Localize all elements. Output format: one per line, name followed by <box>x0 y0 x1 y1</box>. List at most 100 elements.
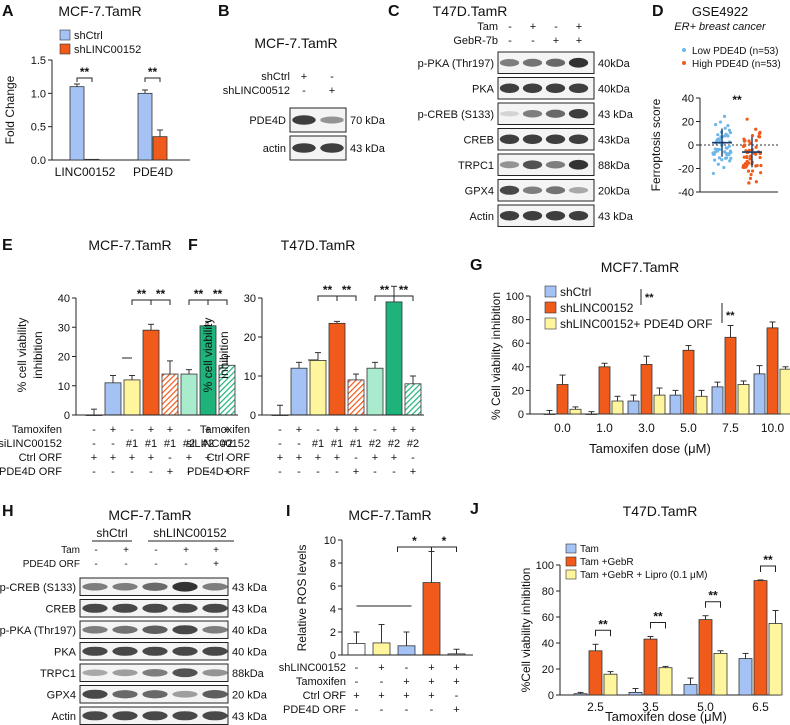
blot-band-name: TRPC1 <box>458 160 494 172</box>
condition-sign: + <box>353 424 359 436</box>
blot-band-name: CREB <box>463 134 494 146</box>
panel-g-ytick-label: 40 <box>512 362 524 374</box>
group-label: shLINC00152 <box>153 526 227 540</box>
legend-label: shCtrl <box>560 285 591 299</box>
blot-band <box>112 690 138 699</box>
panel-f-ylabel-2: inhibition <box>217 331 231 378</box>
condition-sign: - <box>411 452 415 464</box>
condition-sign: - <box>430 704 434 716</box>
condition-sign: #2 <box>369 438 381 450</box>
sig-bracket <box>76 77 93 82</box>
sig-bracket-label: * <box>442 534 447 548</box>
panel-a-ytick-label: 1.0 <box>31 88 46 100</box>
scatter-point <box>716 162 720 166</box>
condition-sign: - <box>94 545 97 556</box>
panel-j-title: T47D.TamR <box>623 503 698 519</box>
blot-band <box>522 83 543 93</box>
bar <box>695 395 708 415</box>
blot-band <box>172 690 198 698</box>
condition-sign: + <box>296 452 302 464</box>
panel-j-ylabel: %Cell viability inhibition <box>519 568 533 693</box>
bar <box>372 642 391 656</box>
condition-sign: - <box>124 559 127 570</box>
legend-label: shLINC00152 <box>74 44 141 56</box>
panel-label: I <box>286 503 290 520</box>
condition-sign: + <box>224 424 230 436</box>
blot-band <box>522 58 543 67</box>
condition-label: shCtrl <box>261 71 290 83</box>
condition-sign: - <box>278 438 282 450</box>
blot-band <box>112 603 138 613</box>
scatter-point <box>757 132 762 136</box>
panel-c-title: T47D.TamR <box>433 3 508 19</box>
condition-sign: - <box>392 466 396 478</box>
legend-swatch <box>565 556 577 567</box>
legend-label: shLINC00152+ PDE4D ORF <box>560 317 712 331</box>
bar <box>768 623 783 696</box>
condition-sign: + <box>403 690 409 702</box>
condition-sign: + <box>410 424 416 436</box>
bar <box>585 413 598 415</box>
condition-sign: + <box>453 662 459 674</box>
bar <box>104 382 122 416</box>
scatter-point <box>754 138 758 143</box>
condition-sign: #1 <box>331 438 343 450</box>
condition-sign: + <box>277 452 283 464</box>
condition-sign: #2 <box>407 438 419 450</box>
panel-d-ytick-label: 0 <box>688 140 694 152</box>
condition-sign: #1 <box>350 438 362 450</box>
blot-band <box>142 582 168 591</box>
condition-sign: - <box>278 424 282 436</box>
blot-band <box>568 57 589 68</box>
bar <box>556 384 569 415</box>
condition-sign: - <box>187 424 191 436</box>
sig-bracket-label: ** <box>598 617 608 631</box>
sig-bracket <box>150 299 171 305</box>
condition-sign: + <box>576 35 582 47</box>
condition-sign: - <box>531 35 535 47</box>
condition-sign: + <box>183 545 189 556</box>
condition-sign: - <box>149 466 153 478</box>
legend-swatch <box>565 569 577 580</box>
sig-bracket <box>595 629 611 637</box>
x-category-label: 7.5 <box>722 421 739 435</box>
blot-band <box>522 134 543 144</box>
panel-j-xlabel: Tamoxifen dose (μM) <box>605 709 727 724</box>
scatter-point <box>727 144 731 148</box>
condition-sign: + <box>353 690 359 702</box>
panel-b-title: MCF-7.TamR <box>254 35 337 51</box>
condition-sign: + <box>315 452 321 464</box>
bar <box>161 373 179 416</box>
condition-sign: - <box>187 466 191 478</box>
scatter-point <box>748 157 752 161</box>
legend-label: Tam +GebR + Lipro (0.1 μM) <box>580 570 707 581</box>
condition-sign: + <box>123 545 129 556</box>
blot-band <box>522 160 543 170</box>
panel-f-ytick-label: 20 <box>244 332 256 344</box>
condition-sign: + <box>186 452 192 464</box>
blot-band-name: CREB <box>45 603 76 615</box>
panel-h-title: MCF-7.TamR <box>108 507 191 523</box>
panel-g-ytick-label: 80 <box>512 315 524 327</box>
condition-sign: + <box>391 452 397 464</box>
legend-swatch <box>565 543 577 554</box>
panel-label: B <box>218 3 230 20</box>
scatter-point <box>720 158 724 162</box>
bar <box>653 394 666 415</box>
sig-bracket-label: ** <box>80 65 90 79</box>
scatter-point <box>758 171 763 175</box>
bar <box>123 379 141 416</box>
scatter-point <box>742 139 747 143</box>
scatter-point <box>724 132 728 136</box>
blot-band <box>522 109 543 118</box>
bar <box>404 383 422 416</box>
bar <box>588 650 603 696</box>
x-category-label: 5.0 <box>697 700 714 714</box>
blot-band-kda: 88kDa <box>232 668 265 680</box>
panel-f-title: T47D.TamR <box>281 237 356 253</box>
bar <box>543 413 556 415</box>
blot-band <box>545 186 566 195</box>
condition-sign: + <box>148 452 154 464</box>
sig-bracket-label: * <box>412 534 417 548</box>
panel-g-ytick-label: 100 <box>506 291 524 303</box>
